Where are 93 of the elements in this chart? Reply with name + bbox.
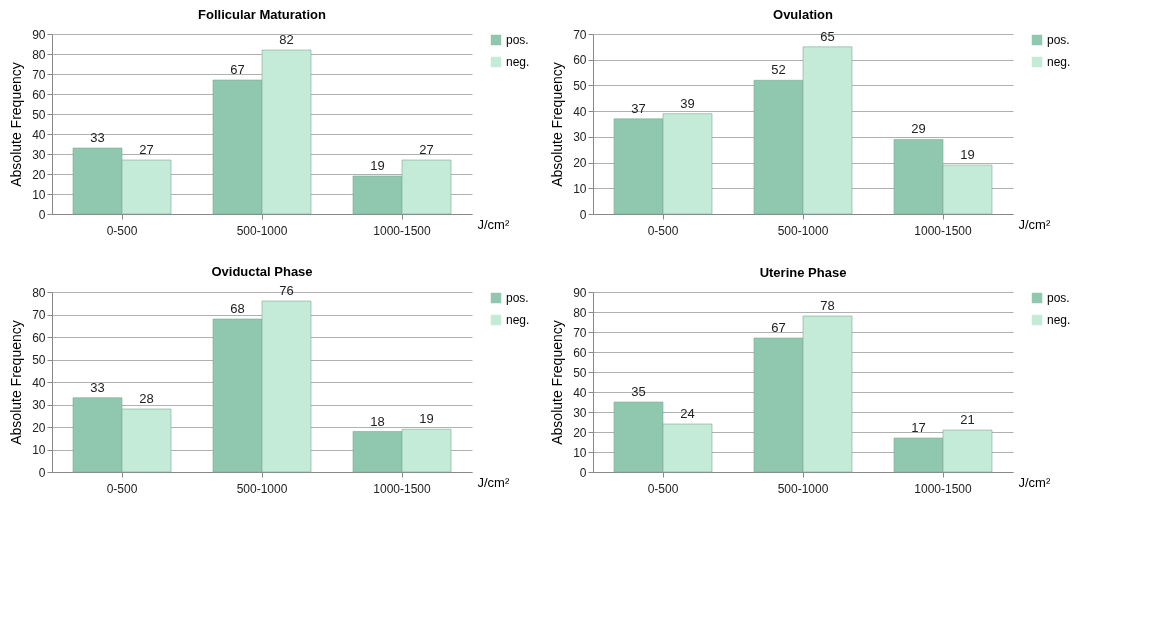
y-tick-label: 40	[573, 104, 587, 119]
data-label: 19	[370, 158, 385, 173]
x-axis-title: J/cm²	[1018, 216, 1051, 232]
y-tick-label: 0	[38, 207, 46, 222]
y-tick-label: 30	[32, 398, 46, 412]
y-tick-label: 80	[32, 47, 46, 62]
data-label: 24	[680, 406, 695, 421]
y-tick-label: 60	[573, 53, 587, 68]
y-tick-label: 80	[573, 305, 587, 320]
y-tick-label: 40	[32, 127, 46, 142]
y-tick-label: 0	[38, 465, 46, 480]
data-label: 35	[631, 384, 646, 399]
y-tick-label: 30	[573, 405, 587, 420]
data-label: 27	[419, 142, 434, 157]
data-label: 19	[960, 147, 975, 163]
x-tick-label: 0-500	[106, 481, 138, 496]
data-label: 21	[960, 412, 975, 427]
x-tick-label: 500-1000	[777, 481, 829, 496]
legend-label: neg.	[1047, 55, 1071, 69]
y-tick-label: 80	[32, 285, 46, 300]
y-axis-title: Absolute Frequency	[8, 62, 25, 187]
x-tick-label: 1000-1500	[914, 223, 973, 238]
y-tick-label: 60	[573, 345, 587, 360]
chart-title: Follicular Maturation	[198, 7, 326, 22]
y-tick-label: 10	[573, 445, 587, 460]
data-label: 82	[279, 32, 294, 47]
y-tick-label: 70	[573, 27, 587, 42]
chart-title: Ovulation	[773, 7, 834, 22]
legend-label: neg.	[1047, 313, 1071, 327]
y-tick-label: 40	[32, 375, 46, 390]
x-tick-label: 1000-1500	[373, 481, 432, 496]
y-tick-label: 90	[573, 285, 587, 300]
x-tick-label: 500-1000	[236, 223, 288, 238]
data-label: 28	[139, 391, 154, 406]
y-tick-label: 10	[32, 187, 46, 202]
x-tick-label: 0-500	[647, 481, 679, 496]
legend-label: pos.	[1047, 33, 1070, 47]
x-tick-label: 500-1000	[236, 481, 288, 496]
legend-label: pos.	[506, 33, 529, 47]
x-axis-title: J/cm²	[1018, 474, 1051, 490]
data-label: 78	[820, 298, 835, 313]
y-tick-label: 50	[573, 78, 587, 93]
y-tick-label: 70	[32, 308, 46, 322]
y-tick-label: 20	[32, 167, 46, 182]
x-tick-label: 1000-1500	[914, 481, 973, 496]
y-axis-title: Absolute Frequency	[549, 320, 566, 445]
data-label: 52	[771, 62, 786, 78]
y-tick-label: 40	[573, 385, 587, 400]
y-tick-label: 30	[32, 147, 46, 162]
x-tick-label: 0-500	[106, 223, 138, 238]
legend-label: neg.	[506, 313, 530, 327]
data-label: 27	[139, 142, 154, 157]
data-label: 19	[419, 411, 434, 427]
y-tick-label: 0	[579, 465, 587, 480]
y-tick-label: 60	[32, 87, 46, 102]
data-label: 67	[771, 320, 786, 335]
chart-title: Uterine Phase	[759, 265, 847, 280]
data-label: 18	[370, 413, 385, 429]
data-label: 33	[90, 130, 105, 145]
x-tick-label: 1000-1500	[373, 223, 432, 238]
x-axis-title: J/cm²	[477, 474, 510, 490]
y-tick-label: 90	[32, 27, 46, 42]
y-tick-label: 60	[32, 330, 46, 345]
y-axis-title: Absolute Frequency	[8, 320, 25, 445]
y-tick-label: 70	[573, 325, 587, 340]
y-tick-label: 70	[32, 67, 46, 82]
y-tick-label: 20	[32, 420, 46, 435]
y-tick-label: 50	[573, 365, 587, 380]
legend-label: neg.	[506, 55, 530, 69]
y-tick-label: 50	[32, 107, 46, 122]
x-tick-label: 500-1000	[777, 223, 829, 238]
legend-label: pos.	[506, 291, 529, 305]
data-label: 33	[90, 379, 105, 395]
data-label: 76	[279, 283, 294, 298]
x-axis-title: J/cm²	[477, 216, 510, 232]
legend-label: pos.	[1047, 291, 1070, 305]
x-tick-label: 0-500	[647, 223, 679, 238]
y-tick-label: 30	[573, 130, 587, 145]
data-label: 68	[230, 301, 245, 316]
data-label: 29	[911, 121, 926, 137]
y-tick-label: 50	[32, 353, 46, 367]
data-label: 17	[911, 420, 926, 435]
y-tick-label: 10	[32, 443, 46, 457]
data-label: 67	[230, 62, 245, 77]
data-label: 65	[820, 28, 835, 44]
y-tick-label: 0	[579, 207, 587, 222]
y-tick-label: 20	[573, 425, 587, 440]
chart-title: Oviductal Phase	[211, 264, 313, 279]
y-axis-title: Absolute Frequency	[549, 62, 566, 187]
y-tick-label: 20	[573, 156, 587, 171]
y-tick-label: 10	[573, 181, 587, 196]
data-label: 37	[631, 100, 646, 116]
data-label: 39	[680, 95, 695, 111]
